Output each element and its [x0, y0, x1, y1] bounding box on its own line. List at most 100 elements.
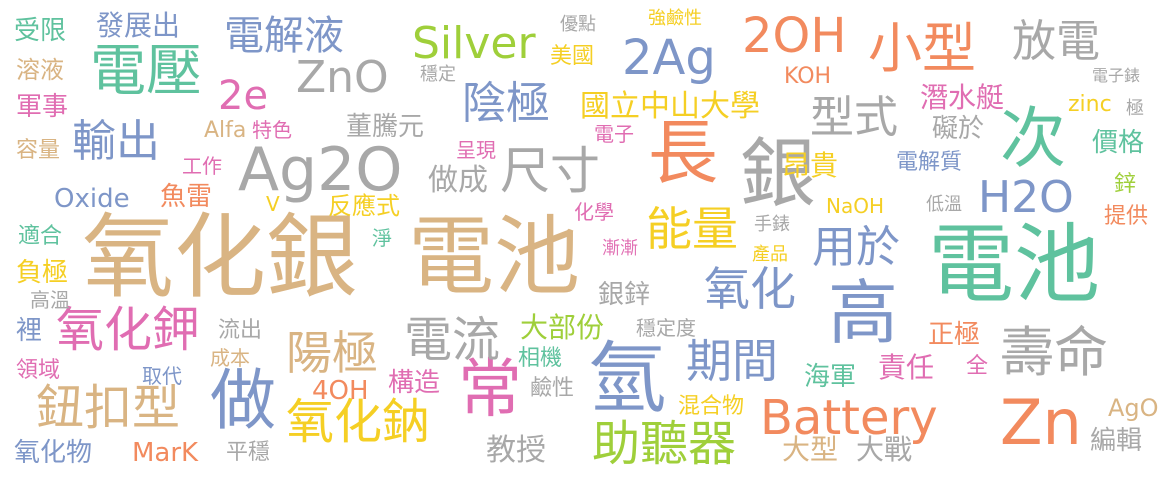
- word-7: 高: [828, 272, 898, 354]
- word-70: 大型: [782, 433, 839, 466]
- word-4: 銀: [740, 129, 816, 218]
- word-81: 呈現: [456, 138, 496, 162]
- word-36: 型式: [810, 92, 898, 143]
- word-74: 董騰元: [346, 112, 425, 142]
- word-80: 做成: [428, 163, 488, 198]
- word-85: 產品: [752, 244, 788, 265]
- word-33: 2OH: [742, 8, 847, 64]
- word-19: 鈕扣型: [36, 380, 181, 436]
- word-91: 國立中山大學: [580, 89, 760, 124]
- word-50: 氧化物: [14, 438, 93, 468]
- word-63: 混合物: [678, 394, 745, 419]
- word-24: 能量: [646, 202, 738, 256]
- word-78: 反應式: [328, 192, 400, 220]
- word-35: H2O: [978, 172, 1074, 223]
- word-59: 大部份: [520, 311, 605, 344]
- word-15: 壽命: [1000, 321, 1108, 384]
- word-61: 鹼性: [530, 376, 575, 401]
- word-51: MarK: [132, 438, 199, 468]
- word-18: 氧化鉀: [56, 302, 201, 358]
- word-98: NaOH: [826, 194, 884, 218]
- word-31: Silver: [412, 18, 536, 69]
- word-11: 常: [458, 353, 522, 427]
- word-1: 氧化銀: [82, 204, 359, 311]
- word-99: 低溫: [926, 194, 962, 215]
- word-23: 陽極: [286, 326, 378, 380]
- word-12: Ag2O: [238, 135, 403, 205]
- word-104: 鋅: [1114, 172, 1137, 197]
- word-40: 受限: [14, 16, 67, 46]
- word-2: 電池: [408, 207, 580, 307]
- word-67: 全: [966, 354, 989, 379]
- word-71: 大戰: [856, 433, 913, 466]
- word-84: 銀鋅: [598, 280, 651, 310]
- word-65: 責任: [878, 351, 935, 384]
- word-62: 穩定度: [636, 316, 696, 340]
- word-46: 負極: [16, 258, 69, 288]
- word-69: 編輯: [1090, 426, 1143, 456]
- word-72: Alfa: [204, 118, 247, 143]
- word-55: 流出: [218, 318, 263, 343]
- word-44: Oxide: [54, 184, 130, 214]
- word-100: zinc: [1068, 92, 1112, 117]
- word-103: 價格: [1092, 128, 1145, 158]
- word-16: Battery: [760, 390, 938, 446]
- word-101: 電子錶: [1092, 66, 1141, 85]
- word-30: ZnO: [296, 52, 389, 103]
- word-77: V: [266, 192, 280, 216]
- word-73: 特色: [252, 118, 292, 142]
- word-53: 取代: [142, 364, 182, 388]
- word-47: 高溫: [30, 288, 70, 312]
- word-29: 陰極: [462, 78, 550, 129]
- word-27: 期間: [686, 334, 778, 388]
- word-26: 氧化: [704, 262, 796, 316]
- word-94: 潛水艇: [920, 81, 1005, 114]
- word-41: 溶液: [16, 56, 64, 84]
- word-13: 電壓: [90, 39, 202, 104]
- word-49: 領域: [16, 358, 61, 383]
- word-58: 教授: [486, 433, 546, 468]
- word-68: AgO: [1108, 394, 1159, 422]
- word-83: 漸漸: [602, 238, 638, 259]
- word-48: 裡: [16, 316, 43, 346]
- word-5: Zn: [1000, 386, 1082, 459]
- word-28: 輸出: [72, 116, 160, 167]
- word-37: 電解液: [224, 13, 344, 59]
- word-96: 昂貴: [782, 149, 839, 182]
- word-66: 正極: [928, 320, 981, 350]
- word-76: 魚雷: [160, 182, 213, 212]
- word-82: 化學: [574, 200, 614, 224]
- word-57: 構造: [388, 368, 441, 398]
- word-38: 2e: [218, 73, 269, 119]
- word-93: KOH: [784, 64, 832, 89]
- word-6: 氫: [588, 334, 667, 424]
- word-79: 淨: [372, 226, 392, 250]
- word-34: 放電: [1012, 16, 1100, 67]
- word-54: 成本: [210, 346, 250, 370]
- word-105: 提供: [1104, 204, 1149, 229]
- word-21: 助聽器: [592, 416, 737, 472]
- word-42: 軍事: [16, 92, 69, 122]
- word-89: 美國: [550, 44, 595, 69]
- word-43: 容量: [16, 138, 61, 163]
- word-87: 優點: [560, 14, 596, 35]
- word-3: 電池: [928, 215, 1100, 315]
- word-39: 發展出: [96, 9, 181, 42]
- word-20: 氧化鈉: [286, 394, 431, 450]
- word-17: 尺寸: [500, 142, 600, 200]
- word-95: 礙於: [932, 114, 985, 144]
- word-32: 2Ag: [622, 30, 716, 86]
- word-25: 用於: [812, 222, 900, 273]
- word-56: 4OH: [312, 376, 369, 406]
- word-88: 強鹼性: [648, 8, 702, 29]
- word-64: 海軍: [804, 362, 857, 392]
- word-90: 穩定: [420, 64, 456, 85]
- word-60: 相機: [518, 346, 563, 371]
- word-92: 電子: [594, 122, 634, 146]
- word-14: 小型: [868, 17, 976, 80]
- word-102: 極: [1126, 98, 1144, 119]
- word-8: 長: [648, 112, 718, 194]
- word-97: 電解質: [896, 150, 963, 175]
- word-86: 手錶: [754, 214, 790, 235]
